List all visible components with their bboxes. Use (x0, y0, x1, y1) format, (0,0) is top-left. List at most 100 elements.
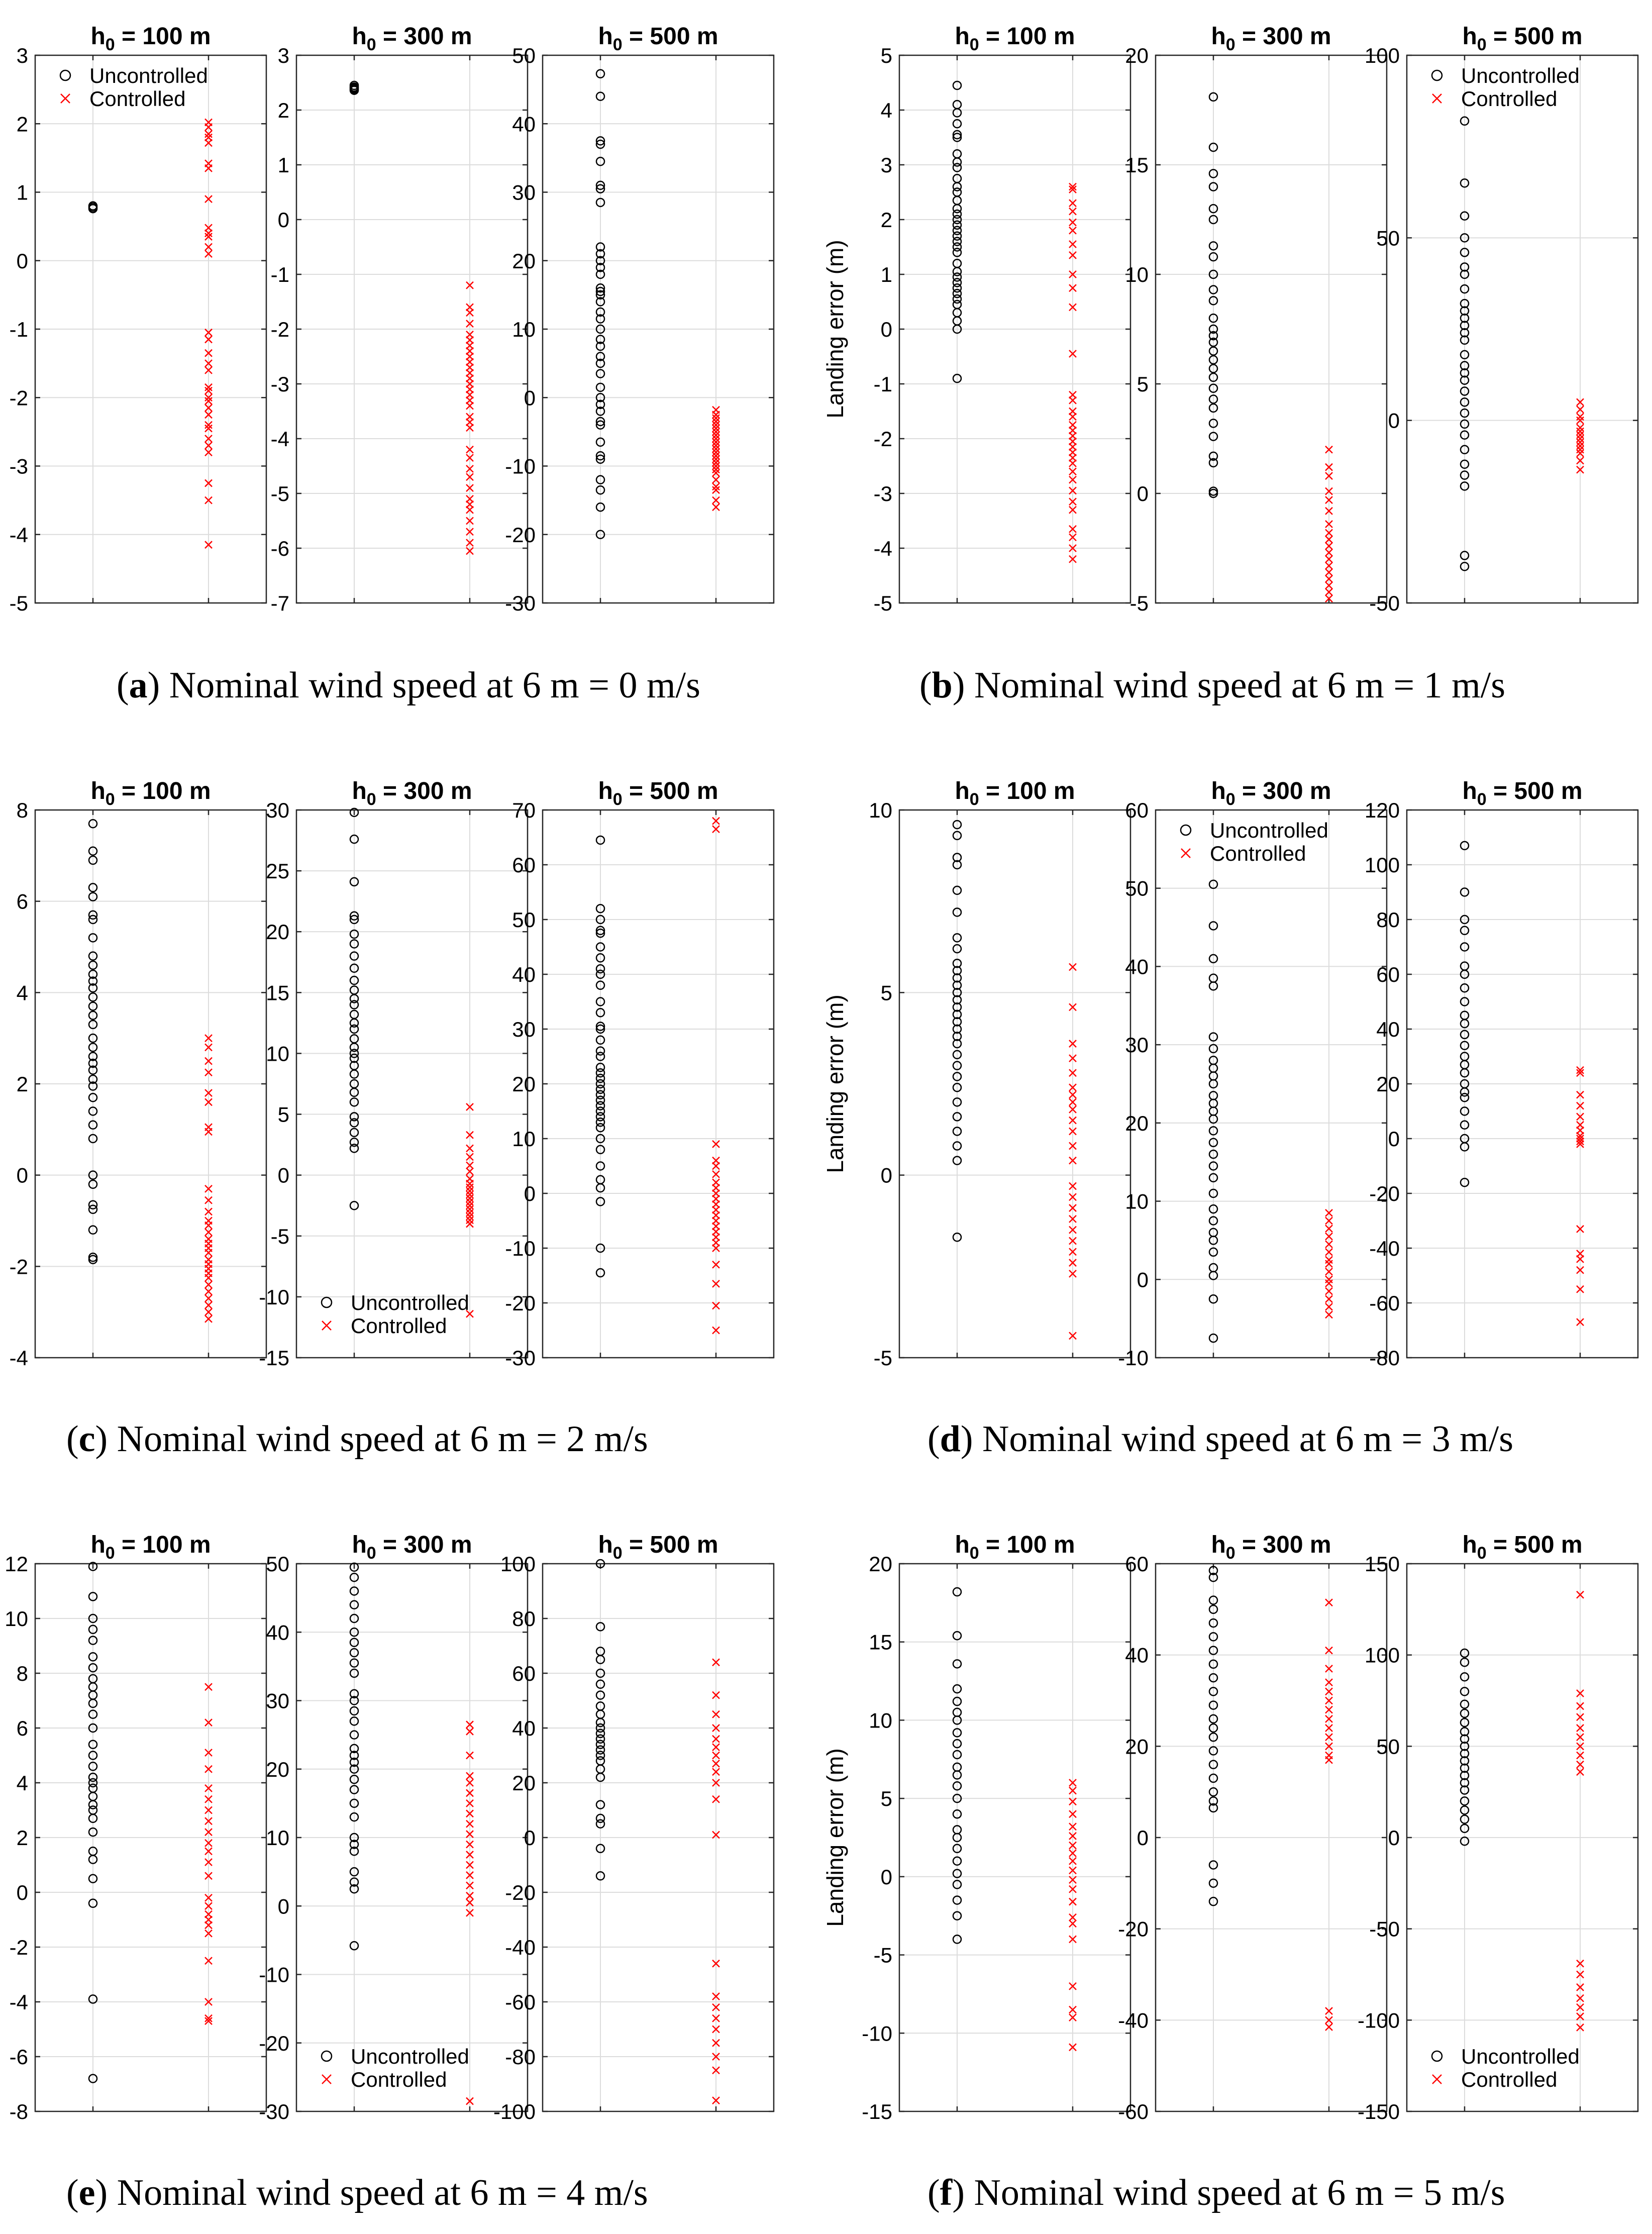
point-uncontrolled (1460, 481, 1470, 491)
point-uncontrolled (88, 1065, 98, 1075)
point-uncontrolled (1208, 1044, 1218, 1054)
point-controlled (466, 1103, 474, 1111)
subplot-title: h0 = 100 m (955, 23, 1075, 54)
point-controlled (1069, 1841, 1077, 1850)
point-controlled (1576, 2003, 1584, 2011)
point-uncontrolled (88, 1778, 98, 1788)
point-controlled (204, 1068, 213, 1077)
subplot-c-2: -15 -10 -5 0 5 10 15 20 25 30 h0 = 300 m Uncontroll… (259, 778, 529, 1370)
legend-label-uncontrolled: Uncontrolled (351, 1291, 469, 1314)
point-controlled (1325, 1310, 1333, 1319)
point-uncontrolled (1208, 1079, 1218, 1089)
point-controlled (204, 1921, 213, 1930)
subplot-title: h0 = 300 m (352, 23, 472, 54)
point-controlled (1325, 529, 1333, 537)
point-uncontrolled (952, 1728, 962, 1738)
point-uncontrolled (349, 1730, 359, 1740)
point-uncontrolled (595, 197, 605, 208)
point-uncontrolled (952, 988, 962, 997)
tick-label: 20 (1125, 44, 1149, 67)
point-uncontrolled (952, 108, 962, 118)
point-uncontrolled (952, 995, 962, 1005)
point-uncontrolled (595, 184, 605, 193)
point-uncontrolled (595, 1668, 605, 1678)
tick-label: 80 (1376, 908, 1400, 932)
point-uncontrolled (952, 220, 962, 230)
point-controlled (1325, 2023, 1333, 2031)
point-uncontrolled (349, 1774, 359, 1784)
point-controlled (466, 465, 474, 473)
point-uncontrolled (595, 1046, 605, 1056)
tick-label: -3 (10, 455, 28, 478)
tick-label: -15 (259, 1346, 289, 1370)
point-uncontrolled (1208, 451, 1218, 461)
point-uncontrolled (1208, 432, 1218, 441)
point-uncontrolled (349, 1087, 359, 1097)
point-uncontrolled (1208, 1138, 1218, 1148)
subplot-title: h0 = 500 m (1462, 23, 1582, 54)
point-uncontrolled (952, 885, 962, 895)
tick-label: -1 (10, 318, 28, 341)
point-uncontrolled (595, 263, 605, 272)
point-controlled (466, 1187, 474, 1195)
tick-label: -20 (505, 1291, 536, 1315)
subplot-f-2: -60 -40 -20 0 20 40 60 h0 = 300 m (1118, 1532, 1388, 2123)
point-uncontrolled (349, 834, 359, 844)
subplot-b-2: -5 0 5 10 15 20 h0 = 300 m (1125, 23, 1388, 615)
point-controlled (204, 2014, 213, 2022)
point-controlled (1069, 1810, 1077, 1818)
point-controlled (466, 1851, 474, 1859)
point-uncontrolled (1460, 116, 1470, 126)
point-uncontrolled (595, 180, 605, 190)
point-controlled (204, 1957, 213, 1965)
point-controlled (712, 2014, 720, 2022)
tick-label: -1 (271, 263, 289, 286)
point-uncontrolled (1208, 921, 1218, 931)
tick-label: 10 (512, 1127, 536, 1151)
point-uncontrolled (88, 1200, 98, 1209)
tick-label: -4 (271, 427, 289, 451)
point-uncontrolled (595, 1800, 605, 1809)
point-controlled (466, 1819, 474, 1828)
point-controlled (1069, 396, 1077, 404)
point-controlled (712, 1260, 720, 1269)
point-uncontrolled (349, 1018, 359, 1028)
point-controlled (1576, 1994, 1584, 2002)
point-uncontrolled (595, 314, 605, 324)
point-uncontrolled (88, 1898, 98, 1908)
point-controlled (204, 1249, 213, 1257)
point-uncontrolled (349, 1613, 359, 1623)
tick-label: -60 (505, 1990, 536, 2014)
point-uncontrolled (349, 1941, 359, 1951)
point-controlled (204, 243, 213, 251)
point-uncontrolled (349, 994, 359, 1003)
subplot-title: h0 = 300 m (352, 778, 472, 809)
point-uncontrolled (1460, 1672, 1470, 1682)
point-uncontrolled (1208, 419, 1218, 428)
point-uncontrolled (1460, 1778, 1470, 1788)
tick-label: 30 (512, 181, 536, 205)
point-controlled (1069, 218, 1077, 227)
point-uncontrolled (1208, 169, 1218, 178)
point-uncontrolled (349, 963, 359, 973)
point-uncontrolled (1460, 551, 1470, 560)
point-uncontrolled (88, 1636, 98, 1645)
point-uncontrolled (88, 1698, 98, 1708)
point-uncontrolled (349, 877, 359, 887)
point-uncontrolled (595, 926, 605, 936)
point-controlled (1069, 1226, 1077, 1234)
point-uncontrolled (88, 969, 98, 979)
point-uncontrolled (1460, 1030, 1470, 1040)
tick-label: 8 (17, 1662, 28, 1685)
point-uncontrolled (595, 942, 605, 952)
point-uncontrolled (349, 1638, 359, 1647)
point-uncontrolled (1208, 241, 1218, 251)
legend-marker-uncontrolled (1431, 2050, 1443, 2062)
point-uncontrolled (88, 1740, 98, 1749)
point-uncontrolled (349, 1812, 359, 1822)
point-uncontrolled (1460, 841, 1470, 851)
point-controlled (712, 455, 720, 463)
point-uncontrolled (595, 929, 605, 938)
point-controlled (1325, 1267, 1333, 1276)
point-controlled (712, 1162, 720, 1170)
